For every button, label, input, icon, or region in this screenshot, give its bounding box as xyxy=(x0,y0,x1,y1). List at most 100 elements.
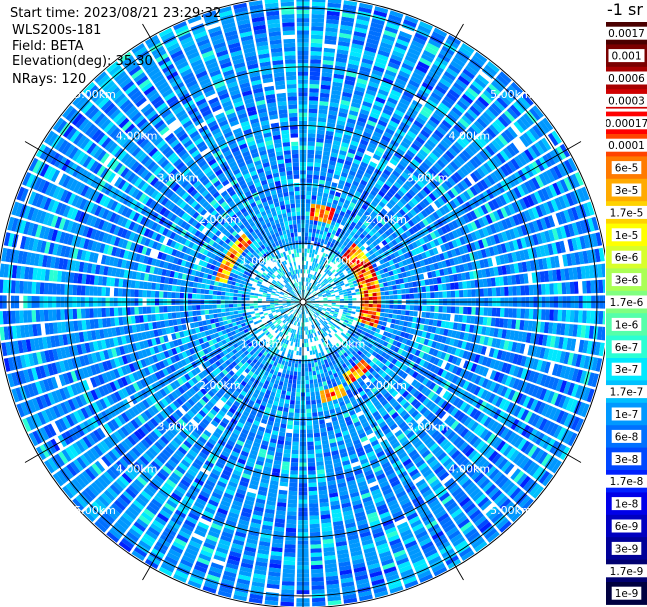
range-gate xyxy=(461,43,475,54)
range-gate xyxy=(303,330,306,335)
range-gate xyxy=(323,55,335,62)
range-gate xyxy=(372,153,381,161)
range-gate xyxy=(508,286,513,296)
range-gate xyxy=(300,330,303,335)
range-gate xyxy=(308,129,316,134)
range-gate xyxy=(310,46,322,52)
range-gate xyxy=(303,318,305,323)
range-gate xyxy=(293,425,300,430)
range-gate xyxy=(324,273,329,278)
range-gate xyxy=(367,164,376,172)
range-gate xyxy=(287,507,297,512)
range-gate xyxy=(495,196,504,208)
range-gate xyxy=(417,132,428,142)
range-gate xyxy=(415,223,422,231)
range-gate xyxy=(313,285,317,290)
range-gate xyxy=(464,90,476,101)
range-gate xyxy=(500,113,512,125)
range-gate xyxy=(332,216,338,222)
range-gate xyxy=(479,114,491,126)
range-gate xyxy=(309,75,320,81)
range-gate xyxy=(315,233,319,238)
range-gate xyxy=(323,51,335,57)
range-gate xyxy=(349,188,356,194)
range-gate xyxy=(380,208,388,216)
range-gate xyxy=(315,366,319,371)
range-gate xyxy=(382,77,394,85)
range-gate xyxy=(398,30,413,40)
range-gate xyxy=(309,379,314,384)
range-gate xyxy=(317,407,323,413)
range-gate xyxy=(382,108,393,116)
range-gate xyxy=(398,227,405,234)
range-gate xyxy=(313,245,317,250)
range-gate xyxy=(419,189,428,198)
range-gate xyxy=(325,27,338,33)
range-gate xyxy=(408,316,414,322)
range-gate xyxy=(330,207,336,213)
range-gate xyxy=(333,235,339,241)
range-gate xyxy=(422,244,429,252)
range-gate xyxy=(343,246,349,252)
range-gate xyxy=(304,260,307,266)
range-gate xyxy=(415,239,422,247)
range-gate xyxy=(347,174,355,181)
range-gate xyxy=(495,307,501,317)
range-gate xyxy=(346,276,352,281)
range-gate xyxy=(432,112,443,122)
range-gate xyxy=(376,53,389,62)
range-gate xyxy=(318,411,324,417)
range-gate xyxy=(365,89,377,97)
range-gate xyxy=(396,148,405,156)
range-gate xyxy=(313,220,318,225)
range-gate xyxy=(451,106,463,117)
range-gate xyxy=(375,96,386,104)
range-gate xyxy=(431,132,442,142)
range-gate xyxy=(308,367,312,372)
range-gate xyxy=(437,227,444,236)
range-gate xyxy=(310,211,315,217)
range-gate xyxy=(289,404,295,409)
ray xyxy=(303,0,358,298)
range-gate xyxy=(531,177,541,190)
range-gate xyxy=(487,287,493,297)
range-gate xyxy=(467,289,472,297)
range-gate xyxy=(324,268,328,273)
range-gate xyxy=(310,38,323,44)
range-gate xyxy=(484,202,493,213)
range-gate xyxy=(376,179,385,187)
range-gate xyxy=(412,36,426,46)
range-gate xyxy=(294,412,300,418)
range-gate xyxy=(351,254,356,259)
range-gate xyxy=(371,263,378,268)
range-gate xyxy=(385,304,390,309)
range-gate xyxy=(337,270,343,275)
range-gate xyxy=(403,59,416,68)
range-gate xyxy=(305,295,309,299)
range-gate xyxy=(358,273,364,279)
range-gate xyxy=(419,109,431,119)
range-gate xyxy=(466,223,474,232)
range-gate xyxy=(375,312,381,316)
range-gate xyxy=(408,243,415,251)
range-gate xyxy=(456,100,468,111)
range-gate xyxy=(524,149,534,162)
range-gate xyxy=(458,216,467,226)
range-gate xyxy=(418,220,426,229)
range-gate xyxy=(401,232,408,240)
range-gate xyxy=(319,280,323,284)
range-gate xyxy=(502,147,513,159)
range-gate xyxy=(375,284,380,289)
range-gate xyxy=(508,308,513,318)
range-gate xyxy=(310,278,313,283)
range-gate xyxy=(355,230,362,236)
range-gate xyxy=(325,282,331,286)
range-gate xyxy=(343,252,349,257)
range-gate xyxy=(419,57,432,67)
range-gate xyxy=(367,34,381,42)
range-gate xyxy=(410,197,419,206)
range-gate xyxy=(429,152,439,162)
range-gate xyxy=(328,110,338,116)
range-gate xyxy=(541,137,552,151)
range-gate xyxy=(311,400,316,405)
